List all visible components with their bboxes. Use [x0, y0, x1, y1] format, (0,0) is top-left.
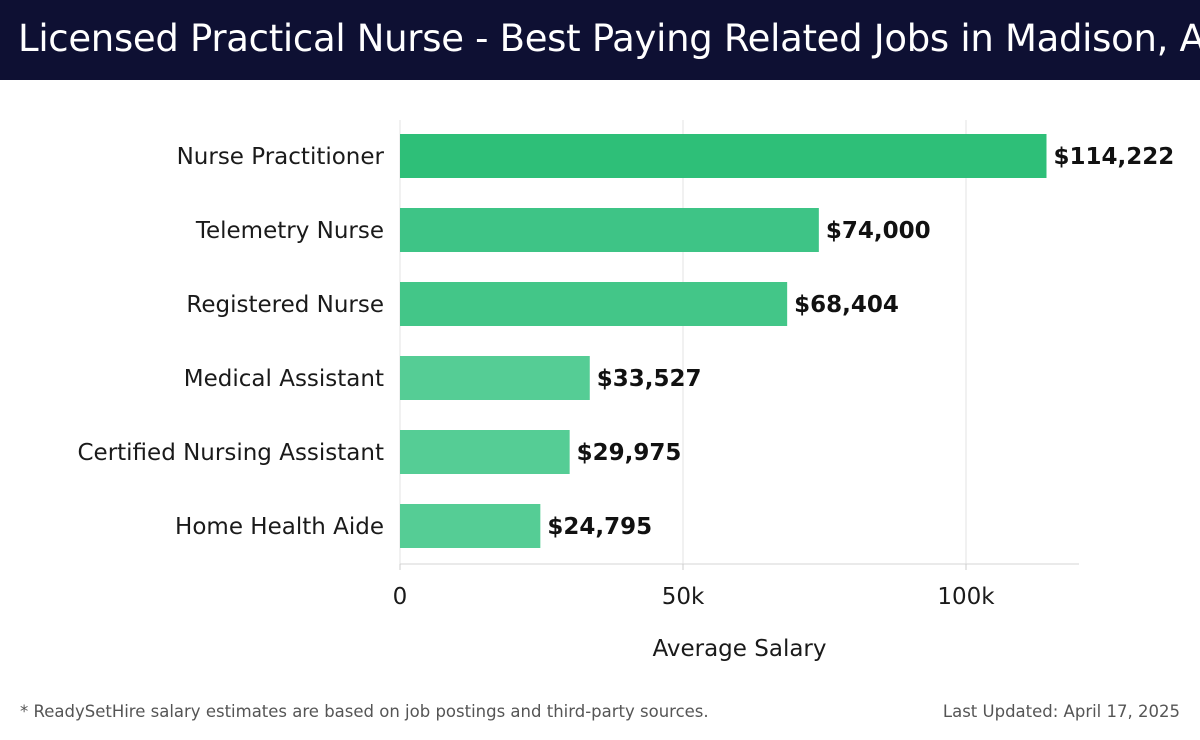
salary-bar-chart: Nurse Practitioner $114,222 Telemetry Nurs…	[77, 120, 1174, 662]
value-label: $33,527	[597, 366, 702, 392]
x-tick-label: 100k	[937, 584, 995, 610]
category-label: Nurse Practitioner	[177, 144, 385, 170]
value-label: $68,404	[794, 292, 899, 318]
category-label: Medical Assistant	[184, 366, 384, 392]
x-tick-label: 0	[393, 584, 408, 610]
footer-updated: Last Updated: April 17, 2025	[942, 702, 1180, 721]
bar	[400, 430, 570, 474]
footer-note: * ReadySetHire salary estimates are base…	[20, 702, 709, 721]
bar	[400, 356, 590, 400]
value-label: $114,222	[1053, 144, 1174, 170]
bar	[400, 282, 788, 326]
bar	[400, 134, 1047, 178]
bar	[400, 208, 819, 252]
x-tick-label: 50k	[662, 584, 705, 610]
value-label: $29,975	[577, 440, 682, 466]
value-label: $24,795	[547, 514, 652, 540]
page-title: Licensed Practical Nurse - Best Paying R…	[18, 17, 1200, 60]
category-label: Home Health Aide	[175, 514, 384, 540]
header-bar: Licensed Practical Nurse - Best Paying R…	[0, 0, 1200, 80]
value-label: $74,000	[826, 218, 931, 244]
category-label: Certified Nursing Assistant	[77, 440, 384, 466]
category-label: Registered Nurse	[186, 292, 384, 318]
bar	[400, 504, 541, 548]
category-label: Telemetry Nurse	[195, 218, 384, 244]
x-axis-title: Average Salary	[652, 636, 826, 662]
